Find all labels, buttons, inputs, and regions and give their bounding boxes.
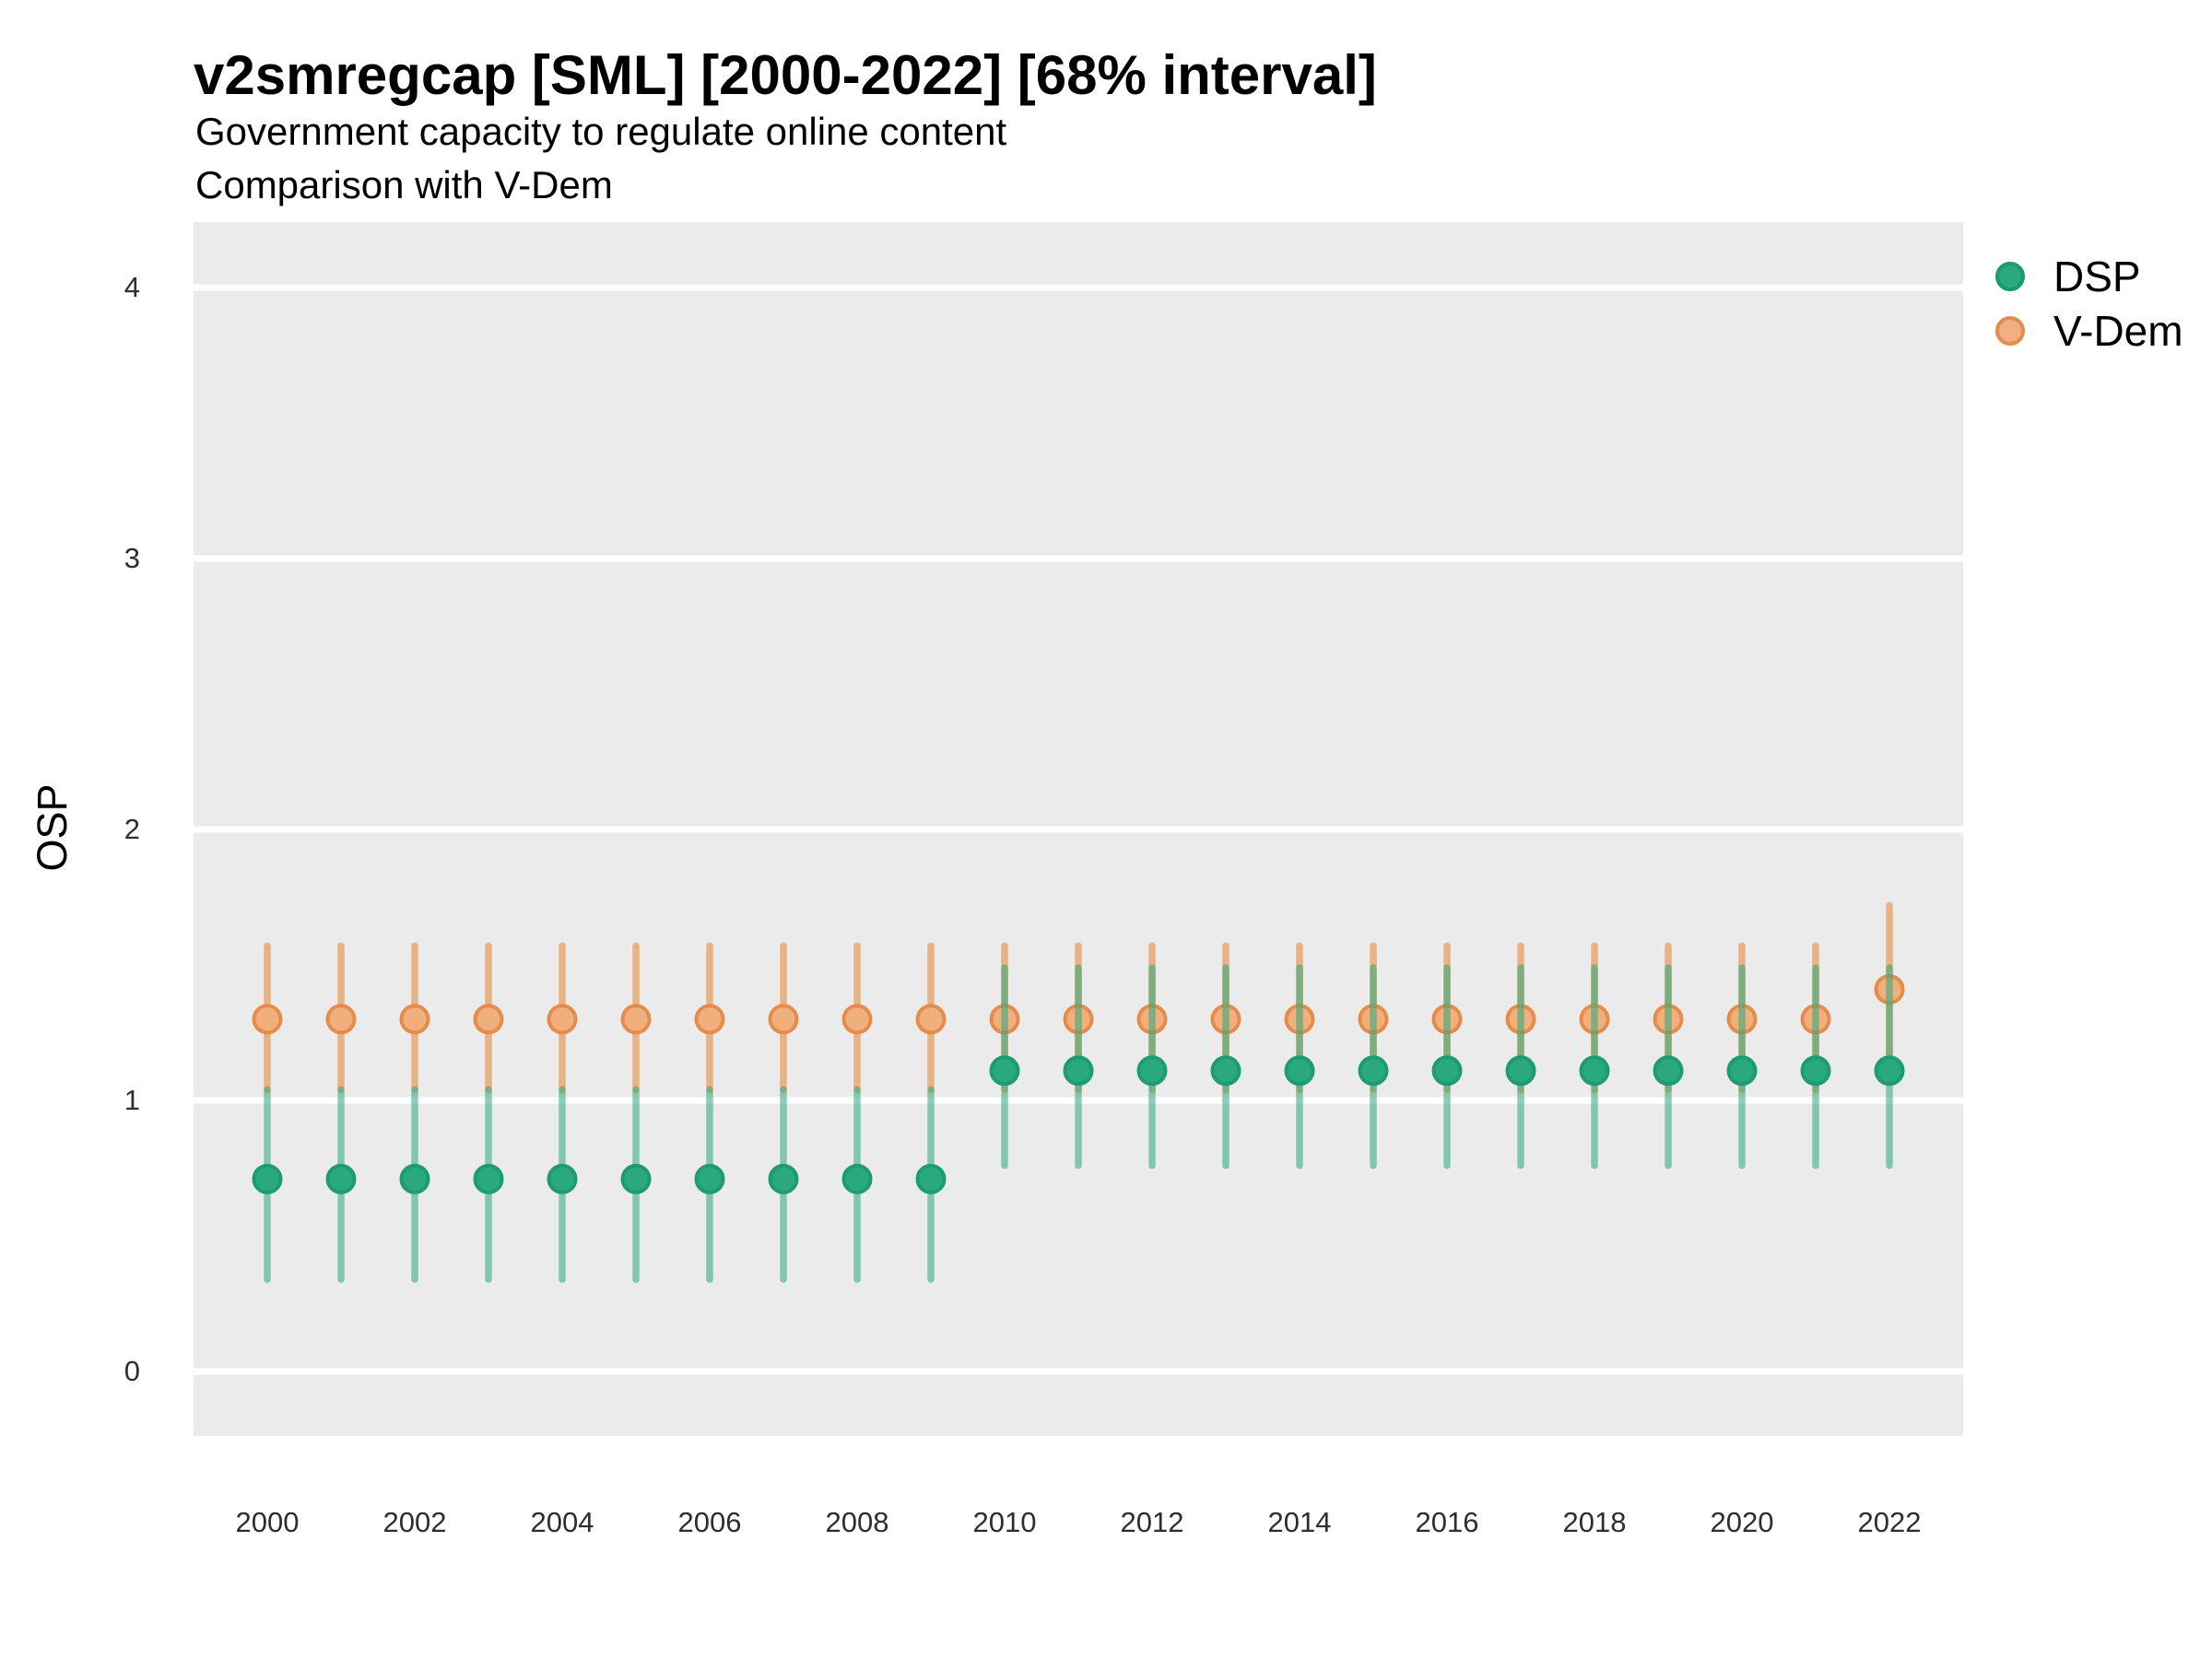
dsp-point-2003	[473, 1163, 504, 1194]
vdem-point-2007	[768, 1004, 799, 1035]
dsp-point-2008	[841, 1163, 873, 1194]
x-tick-label: 2006	[677, 1506, 742, 1538]
dsp-point-2020	[1726, 1055, 1758, 1087]
dsp-point-2015	[1358, 1055, 1389, 1087]
x-tick-label: 2008	[825, 1506, 889, 1538]
vdem-point-2008	[841, 1004, 873, 1035]
dsp-point-2011	[1063, 1055, 1094, 1087]
dsp-point-2022	[1874, 1055, 1905, 1087]
dsp-point-2014	[1284, 1055, 1315, 1087]
gridline-y-0	[194, 1368, 1963, 1375]
x-tick-label: 2018	[1562, 1506, 1627, 1538]
dsp-point-2001	[325, 1163, 357, 1194]
dsp-point-2012	[1136, 1055, 1168, 1087]
dsp-point-2013	[1210, 1055, 1241, 1087]
dsp-point-2000	[252, 1163, 283, 1194]
x-tick-label: 2014	[1267, 1506, 1332, 1538]
dsp-point-2016	[1431, 1055, 1463, 1087]
dsp-point-2018	[1579, 1055, 1610, 1087]
chart-title: v2smregcap [SML] [2000-2022] [68% interv…	[194, 44, 1377, 106]
y-tick-label: 4	[124, 271, 140, 303]
vdem-point-2003	[473, 1004, 504, 1035]
x-tick-label: 2020	[1710, 1506, 1774, 1538]
gridline-y-2	[194, 826, 1963, 833]
x-tick-label: 2022	[1857, 1506, 1922, 1538]
y-tick-label: 2	[124, 813, 140, 845]
x-tick-label: 2016	[1415, 1506, 1479, 1538]
dsp-point-2019	[1653, 1055, 1684, 1087]
x-tick-label: 2000	[235, 1506, 300, 1538]
dsp-point-2005	[620, 1163, 652, 1194]
legend-label-dsp: DSP	[2053, 253, 2141, 300]
plot-canvas	[194, 284, 1963, 1375]
gridline-y-3	[194, 555, 1963, 562]
dsp-point-2002	[399, 1163, 430, 1194]
vdem-point-2009	[915, 1004, 947, 1035]
vdem-point-2005	[620, 1004, 652, 1035]
dsp-point-2006	[694, 1163, 725, 1194]
x-tick-label: 2010	[972, 1506, 1037, 1538]
x-tick-label: 2002	[382, 1506, 447, 1538]
dsp-point-2004	[547, 1163, 578, 1194]
y-tick-label: 0	[124, 1355, 140, 1387]
vdem-point-2006	[694, 1004, 725, 1035]
chart-subtitle: Government capacity to regulate online c…	[195, 110, 1007, 153]
vdem-point-2002	[399, 1004, 430, 1035]
vdem-point-2004	[547, 1004, 578, 1035]
dsp-point-2010	[989, 1055, 1020, 1087]
legend-swatch-vdem	[1995, 316, 2025, 346]
chart-subtitle-comparison: Comparison with V-Dem	[195, 163, 613, 206]
vdem-point-2000	[252, 1004, 283, 1035]
legend-swatch-dsp	[1995, 262, 2025, 291]
vdem-point-2001	[325, 1004, 357, 1035]
x-tick-label: 2004	[530, 1506, 594, 1538]
dsp-point-2007	[768, 1163, 799, 1194]
gridline-y-4	[194, 284, 1963, 291]
dsp-point-2009	[915, 1163, 947, 1194]
dsp-point-2017	[1505, 1055, 1536, 1087]
legend-label-vdem: V-Dem	[2053, 307, 2183, 355]
y-tick-label: 1	[124, 1084, 140, 1116]
plot-panel	[194, 222, 1963, 1436]
x-tick-label: 2012	[1120, 1506, 1184, 1538]
y-tick-label: 3	[124, 542, 140, 574]
dsp-point-2021	[1800, 1055, 1831, 1087]
